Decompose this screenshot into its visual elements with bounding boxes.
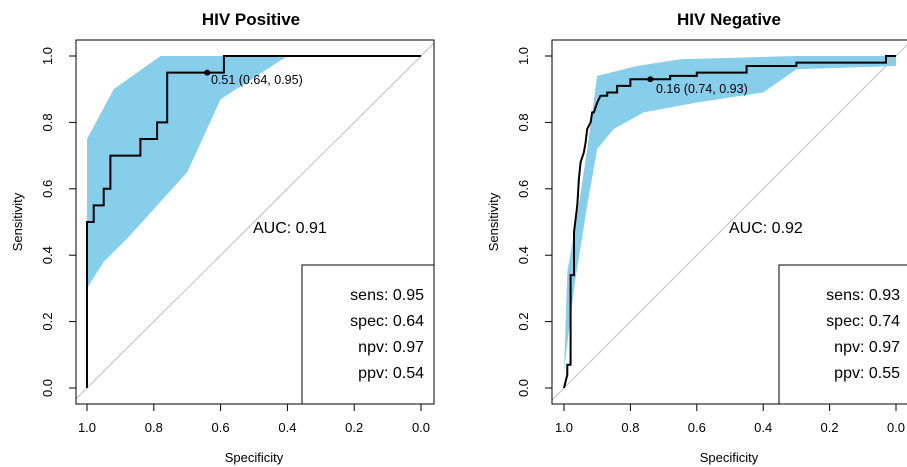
y-tick-label: 0.8 xyxy=(40,113,55,131)
y-axis: 0.0 0.2 0.4 0.6 0.8 1.0 xyxy=(40,47,77,397)
panel-hiv-negative: HIV Negative 0.16 (0.74, 0.93) AUC: 0.92… xyxy=(486,10,907,465)
y-tick-label: 0.0 xyxy=(516,379,531,397)
panel-hiv-positive: HIV Positive 0.51 (0.64, 0.95) AUC: 0.91… xyxy=(10,10,435,465)
y-axis-label: Sensitivity xyxy=(486,192,501,251)
x-axis-label: Specificity xyxy=(700,450,759,465)
y-tick-label: 0.6 xyxy=(516,180,531,198)
x-axis: 1.0 0.8 0.6 0.4 0.2 0.0 xyxy=(78,403,430,435)
y-tick-label: 0.8 xyxy=(516,113,531,131)
threshold-point xyxy=(204,69,211,76)
y-tick-label: 0.4 xyxy=(516,246,531,264)
x-tick-label: 0.0 xyxy=(887,420,905,435)
stat-ppv: ppv: 0.54 xyxy=(358,365,424,382)
y-tick-label: 0.6 xyxy=(40,180,55,198)
y-tick-label: 1.0 xyxy=(516,47,531,65)
stat-spec: spec: 0.74 xyxy=(826,313,900,330)
panel-title: HIV Positive xyxy=(202,10,300,29)
x-tick-label: 0.6 xyxy=(212,420,230,435)
y-axis-label: Sensitivity xyxy=(10,192,25,251)
stats-box xyxy=(778,264,907,405)
x-tick-label: 0.4 xyxy=(278,420,296,435)
stats-box xyxy=(301,264,435,405)
y-tick-label: 0.2 xyxy=(516,313,531,331)
x-axis-label: Specificity xyxy=(225,450,284,465)
ci-band xyxy=(564,56,896,372)
y-tick-label: 1.0 xyxy=(40,47,55,65)
x-tick-label: 0.6 xyxy=(688,420,706,435)
stat-npv: npv: 0.97 xyxy=(834,339,900,356)
auc-label: AUC: 0.91 xyxy=(253,220,327,237)
ci-band xyxy=(87,56,421,289)
x-tick-label: 1.0 xyxy=(555,420,573,435)
stat-npv: npv: 0.97 xyxy=(358,339,424,356)
stat-sens: sens: 0.93 xyxy=(826,287,900,304)
x-tick-label: 0.8 xyxy=(145,420,163,435)
y-axis: 0.0 0.2 0.4 0.6 0.8 1.0 xyxy=(516,47,553,397)
x-tick-label: 1.0 xyxy=(78,420,96,435)
y-tick-label: 0.4 xyxy=(40,246,55,264)
stat-spec: spec: 0.64 xyxy=(350,313,424,330)
y-tick-label: 0.2 xyxy=(40,313,55,331)
stat-ppv: ppv: 0.55 xyxy=(834,365,900,382)
x-tick-label: 0.4 xyxy=(754,420,772,435)
x-tick-label: 0.8 xyxy=(621,420,639,435)
x-axis: 1.0 0.8 0.6 0.4 0.2 0.0 xyxy=(555,403,905,435)
threshold-point xyxy=(647,76,654,83)
stat-sens: sens: 0.95 xyxy=(350,287,424,304)
panel-title: HIV Negative xyxy=(677,10,781,29)
reference-diagonal xyxy=(76,42,434,400)
auc-label: AUC: 0.92 xyxy=(729,220,803,237)
y-tick-label: 0.0 xyxy=(40,379,55,397)
roc-curve xyxy=(563,55,896,389)
threshold-label: 0.16 (0.74, 0.93) xyxy=(656,82,748,96)
x-tick-label: 0.0 xyxy=(412,420,430,435)
threshold-label: 0.51 (0.64, 0.95) xyxy=(211,73,303,87)
x-tick-label: 0.2 xyxy=(821,420,839,435)
x-tick-label: 0.2 xyxy=(345,420,363,435)
reference-diagonal xyxy=(552,44,907,401)
